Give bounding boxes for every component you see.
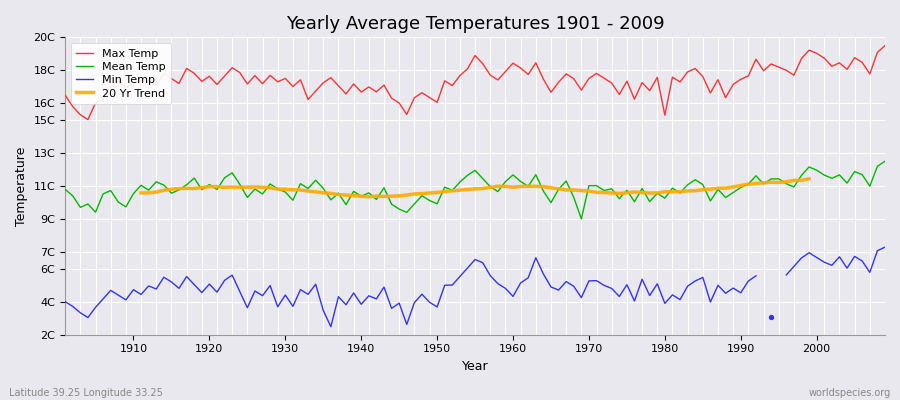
- Min Temp: [287, 304, 298, 309]
- 20 Yr Trend: [364, 194, 374, 199]
- 20 Yr Trend: [485, 185, 496, 190]
- 20 Yr Trend: [204, 184, 215, 189]
- 20 Yr Trend: [401, 193, 412, 198]
- 20 Yr Trend: [220, 185, 230, 190]
- Mean Temp: [121, 204, 131, 209]
- Mean Temp: [500, 179, 511, 184]
- Line: Min Temp: Min Temp: [65, 247, 885, 327]
- Mean Temp: [333, 191, 344, 196]
- Mean Temp: [287, 198, 298, 203]
- Max Temp: [128, 82, 139, 86]
- X-axis label: Year: Year: [462, 360, 489, 373]
- 20 Yr Trend: [136, 190, 147, 195]
- Max Temp: [607, 81, 617, 86]
- Min Temp: [59, 299, 70, 304]
- Min Temp: [598, 283, 609, 288]
- Y-axis label: Temperature: Temperature: [15, 146, 28, 226]
- Max Temp: [879, 43, 890, 48]
- Max Temp: [59, 93, 70, 98]
- 20 Yr Trend: [735, 183, 746, 188]
- Mean Temp: [59, 187, 70, 192]
- Min Temp: [500, 286, 511, 291]
- Legend: Max Temp, Mean Temp, Min Temp, 20 Yr Trend: Max Temp, Mean Temp, Min Temp, 20 Yr Tre…: [71, 43, 171, 104]
- 20 Yr Trend: [273, 187, 284, 192]
- Title: Yearly Average Temperatures 1901 - 2009: Yearly Average Temperatures 1901 - 2009: [286, 15, 664, 33]
- Max Temp: [83, 117, 94, 122]
- Max Temp: [515, 66, 526, 70]
- Max Temp: [295, 77, 306, 82]
- 20 Yr Trend: [804, 176, 814, 181]
- Min Temp: [508, 294, 518, 299]
- Line: 20 Yr Trend: 20 Yr Trend: [141, 179, 809, 197]
- Max Temp: [340, 92, 351, 96]
- Text: Latitude 39.25 Longitude 33.25: Latitude 39.25 Longitude 33.25: [9, 388, 163, 398]
- Max Temp: [508, 61, 518, 66]
- Min Temp: [879, 245, 890, 250]
- Line: Mean Temp: Mean Temp: [65, 161, 885, 219]
- Point: [764, 314, 778, 320]
- Min Temp: [121, 298, 131, 302]
- Line: Max Temp: Max Temp: [65, 46, 885, 120]
- Min Temp: [333, 294, 344, 299]
- Mean Temp: [879, 159, 890, 164]
- Mean Temp: [576, 216, 587, 221]
- Mean Temp: [508, 172, 518, 177]
- Mean Temp: [607, 186, 617, 191]
- Text: worldspecies.org: worldspecies.org: [809, 388, 891, 398]
